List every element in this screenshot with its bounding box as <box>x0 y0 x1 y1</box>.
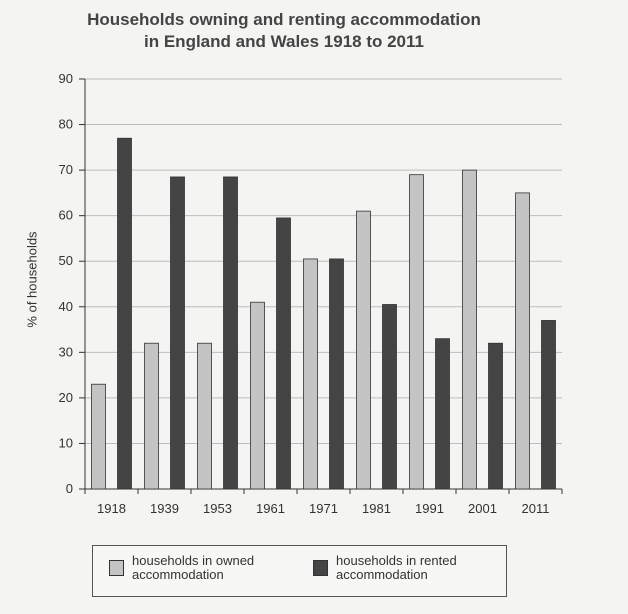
bar-owned-2011 <box>515 192 530 490</box>
y-tick-label: 40 <box>59 299 73 314</box>
legend-swatch-rented <box>313 560 328 576</box>
x-tick-label: 1971 <box>309 501 338 516</box>
bar-rented-1918 <box>117 137 132 490</box>
x-tick-label: 1939 <box>150 501 179 516</box>
x-tick-label: 1918 <box>97 501 126 516</box>
bar-rented-2011 <box>541 320 556 490</box>
bar-rented-1961 <box>276 217 291 490</box>
legend-item-owned: households in owned accommodation <box>109 554 282 582</box>
x-tick-label: 1981 <box>362 501 391 516</box>
y-tick-label: 10 <box>59 435 73 450</box>
y-tick-label: 50 <box>59 253 73 268</box>
x-tick-label: 1991 <box>415 501 444 516</box>
bar-rented-1991 <box>435 338 450 490</box>
bar-owned-1971 <box>303 258 318 490</box>
bar-owned-1918 <box>91 383 106 490</box>
legend-label-rented: households in rented accommodation <box>336 553 457 582</box>
x-tick-label: 1961 <box>256 501 285 516</box>
x-tick-label: 2011 <box>522 501 550 516</box>
y-tick-label: 60 <box>59 208 73 223</box>
y-tick-label: 30 <box>59 344 73 359</box>
legend-item-rented: households in rented accommodation <box>313 554 486 582</box>
y-tick-label: 80 <box>59 117 73 132</box>
bar-rented-1981 <box>382 304 397 490</box>
y-tick-label: 20 <box>59 390 73 405</box>
bar-chart: 0 10 20 30 40 50 60 70 80 90 1918 1939 1953 1961 1971 1… <box>59 71 563 516</box>
legend-swatch-owned <box>109 560 124 576</box>
bar-owned-2001 <box>462 169 477 490</box>
chart-title-line-2: in England and Wales 1918 to 2011 <box>144 32 424 51</box>
chart-title-line-1: Households owning and renting accommodat… <box>87 10 481 29</box>
bar-owned-1991 <box>409 174 424 490</box>
x-tick-label: 1953 <box>203 501 232 516</box>
bar-rented-1971 <box>329 258 344 490</box>
bar-rented-1939 <box>170 176 185 490</box>
x-tick-label: 2001 <box>468 501 497 516</box>
bar-owned-1953 <box>197 342 212 490</box>
bar-owned-1939 <box>144 342 159 490</box>
y-tick-label: 90 <box>59 71 73 86</box>
bar-owned-1981 <box>356 210 371 490</box>
y-tick-label: 0 <box>66 481 73 496</box>
chart-legend: households in owned accommodation househ… <box>92 545 507 597</box>
bar-rented-1953 <box>223 176 238 490</box>
legend-label-owned: households in owned accommodation <box>132 553 255 582</box>
bar-rented-2001 <box>488 342 503 490</box>
y-tick-label: 70 <box>59 162 73 177</box>
bar-owned-1961 <box>250 301 265 490</box>
